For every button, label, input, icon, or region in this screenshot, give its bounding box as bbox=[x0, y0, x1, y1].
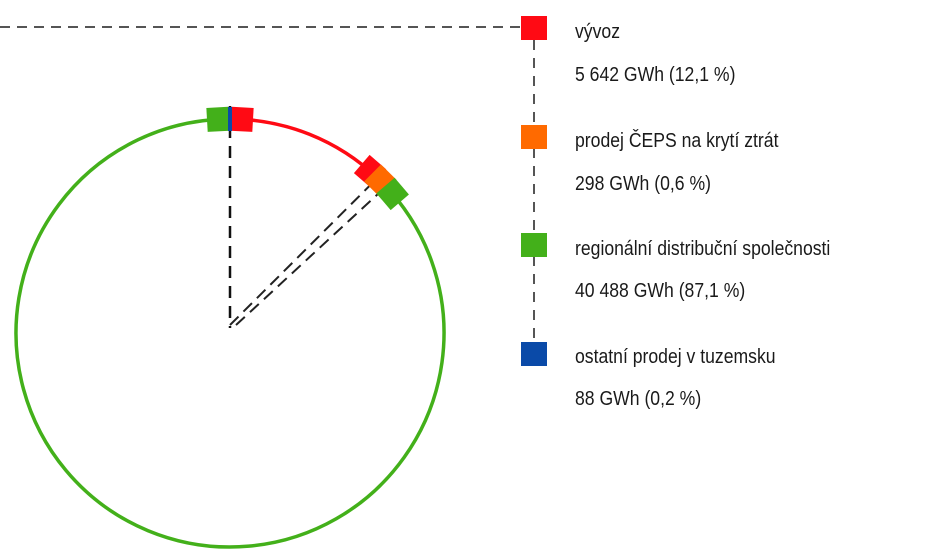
marker-regional-start bbox=[376, 177, 409, 211]
legend-value-ceps: 298 GWh (0,6 %) bbox=[575, 173, 711, 195]
marker-regional-top bbox=[206, 106, 230, 132]
legend-label-ostatni: ostatní prodej v tuzemsku bbox=[575, 346, 776, 368]
legend-swatch-ostatni bbox=[521, 342, 547, 366]
legend-swatch-ceps bbox=[521, 125, 547, 149]
marker-ceps bbox=[364, 164, 397, 197]
slice-markers bbox=[206, 106, 409, 211]
legend-label-ceps: prodej ČEPS na krytí ztrát bbox=[575, 130, 779, 152]
radius-line-ceps bbox=[235, 182, 390, 326]
legend-swatch-regional bbox=[521, 233, 547, 257]
marker-vyvoz-top bbox=[230, 106, 254, 132]
legend-label-regional: regionální distribuční společnosti bbox=[575, 238, 831, 260]
legend-value-vyvoz: 5 642 GWh (12,1 %) bbox=[575, 64, 736, 86]
legend-value-ostatni: 88 GWh (0,2 %) bbox=[575, 388, 702, 410]
marker-ostatni-top bbox=[228, 107, 232, 131]
legend-swatch-vyvoz bbox=[521, 16, 547, 40]
marker-vyvoz-end bbox=[353, 154, 387, 188]
legend-value-regional: 40 488 GWh (87,1 %) bbox=[575, 280, 746, 302]
legend-label-vyvoz: vývoz bbox=[575, 21, 620, 43]
radius-line-vyvoz bbox=[229, 177, 379, 326]
pie-slice-regional bbox=[14, 117, 446, 549]
